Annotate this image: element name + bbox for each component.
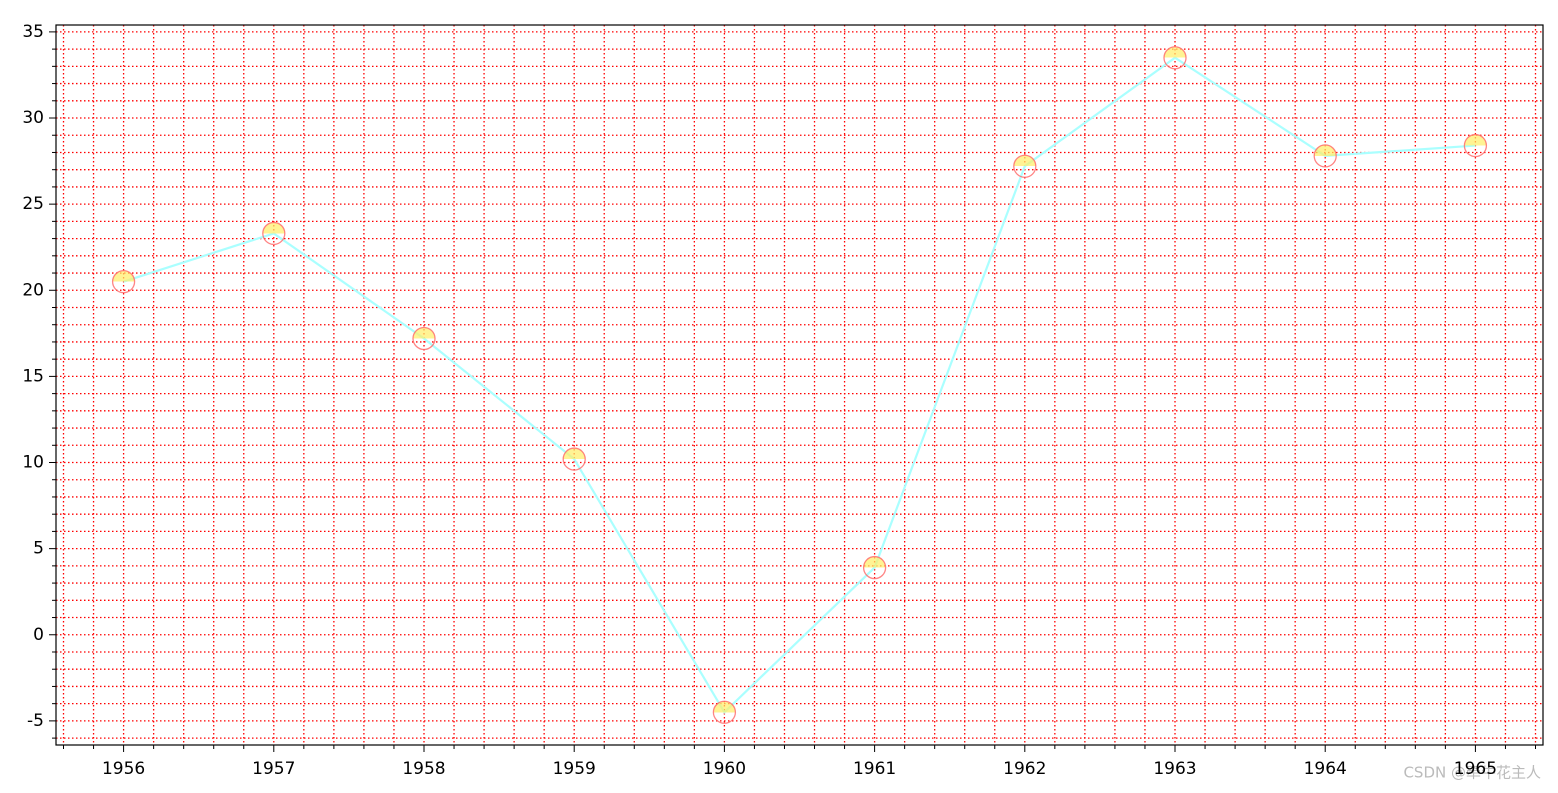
marker bbox=[262, 221, 286, 246]
y-tick-label: 20 bbox=[22, 280, 44, 300]
marker bbox=[1013, 154, 1037, 178]
marker bbox=[1163, 46, 1187, 70]
marker bbox=[1313, 144, 1337, 168]
x-tick-label: 1962 bbox=[1003, 759, 1046, 779]
marker bbox=[562, 447, 586, 471]
marker bbox=[111, 270, 136, 294]
y-tick-label: 25 bbox=[22, 194, 44, 214]
x-tick-label: 1964 bbox=[1304, 759, 1347, 779]
y-tick-label: 5 bbox=[33, 539, 44, 559]
x-tick-label: 1961 bbox=[853, 759, 896, 779]
marker bbox=[412, 326, 436, 351]
marker bbox=[862, 555, 887, 580]
x-tick-label: 1956 bbox=[102, 759, 145, 779]
x-tick-label: 1965 bbox=[1454, 759, 1497, 779]
x-tick-label: 1957 bbox=[252, 759, 295, 779]
y-tick-label: -5 bbox=[27, 711, 44, 731]
x-tick-label: 1959 bbox=[553, 759, 596, 779]
marker bbox=[1463, 133, 1488, 158]
y-tick-label: 15 bbox=[22, 366, 44, 386]
x-tick-label: 1963 bbox=[1153, 759, 1196, 779]
y-tick-label: 35 bbox=[22, 22, 44, 42]
watermark: CSDN @牵牛花主人 bbox=[1403, 764, 1541, 782]
y-tick-label: 30 bbox=[22, 108, 44, 128]
x-tick-label: 1960 bbox=[703, 759, 746, 779]
y-tick-label: 0 bbox=[33, 625, 44, 645]
plot-frame bbox=[55, 24, 1544, 746]
x-tick-label: 1958 bbox=[402, 759, 445, 779]
marker bbox=[712, 700, 737, 724]
line bbox=[123, 56, 1476, 715]
y-tick-label: 10 bbox=[22, 453, 44, 473]
